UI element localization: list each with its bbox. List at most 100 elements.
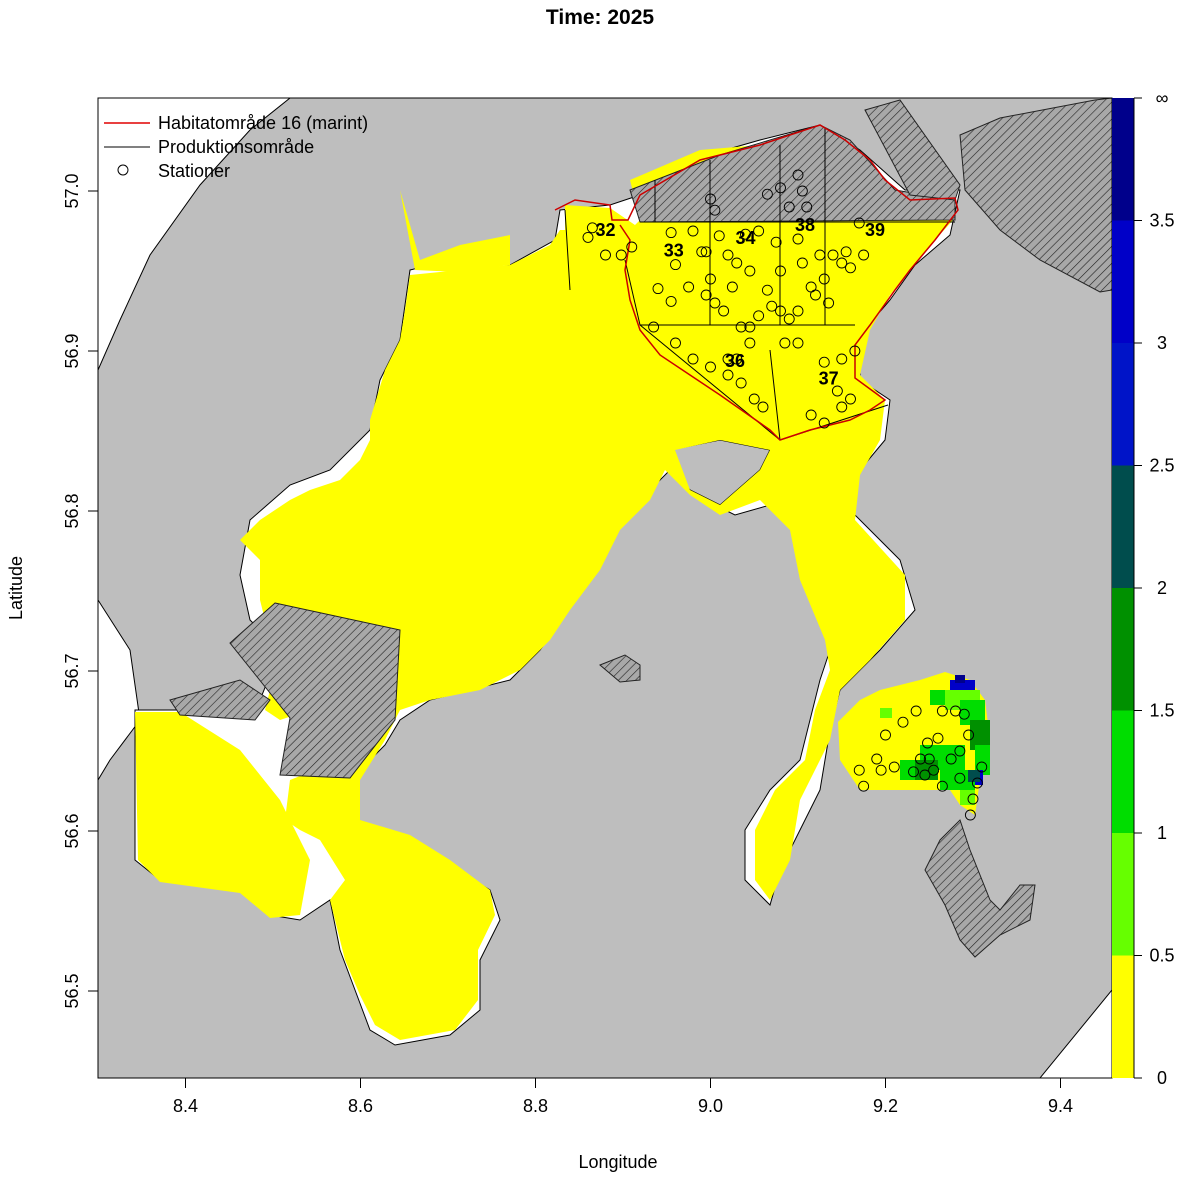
station-marker: [814, 249, 826, 261]
chart-title: Time: 2025: [546, 6, 654, 29]
station-marker: [836, 353, 848, 365]
colorbar-tick-label: 2.5: [1149, 456, 1174, 476]
station-marker: [709, 297, 721, 309]
station-marker: [726, 281, 738, 293]
colorbar-segment: [1112, 955, 1134, 1078]
colorbar-tick-label: 0.5: [1149, 946, 1174, 966]
legend-habitat-label: Habitatområde 16 (marint): [158, 113, 368, 133]
station-marker: [586, 222, 598, 234]
x-tick-label: 8.8: [523, 1096, 548, 1116]
station-marker: [722, 353, 734, 365]
station-marker: [967, 793, 979, 805]
station-marker: [875, 764, 887, 776]
station-marker: [792, 337, 804, 349]
station-marker: [796, 185, 808, 197]
x-axis: 8.4 8.6 8.8 9.0 9.2 9.4: [173, 1077, 1073, 1116]
station-marker: [770, 236, 782, 248]
station-marker: [853, 217, 865, 229]
x-tick-label: 9.0: [698, 1096, 723, 1116]
station-marker: [722, 369, 734, 381]
station-marker: [705, 273, 716, 285]
x-tick-label: 8.4: [173, 1096, 198, 1116]
west-sea-edge: [98, 599, 141, 781]
station-marker: [744, 265, 756, 277]
area-label: 39: [865, 220, 885, 240]
station-marker: [792, 233, 804, 245]
station-marker: [600, 249, 611, 261]
station-marker: [731, 353, 743, 365]
colorbar-tick-label: 0: [1157, 1068, 1167, 1088]
y-tick-label: 56.7: [62, 653, 82, 688]
station-marker: [897, 716, 909, 728]
station-marker: [831, 385, 843, 397]
colorbar-segment: [1112, 710, 1134, 833]
legend: Habitatområde 16 (marint) Produktionsomr…: [104, 113, 368, 181]
station-marker: [792, 169, 804, 181]
station-marker: [709, 204, 721, 216]
station-marker: [783, 201, 795, 213]
station-marker: [827, 249, 839, 261]
station-marker: [744, 321, 756, 333]
station-marker: [845, 262, 856, 274]
x-tick-label: 8.6: [348, 1096, 373, 1116]
station-marker: [796, 257, 808, 269]
station-marker: [652, 283, 664, 295]
station-marker: [932, 732, 944, 744]
station-marker: [705, 361, 716, 373]
colorbar-tick-label: 3.5: [1149, 211, 1174, 231]
station-marker: [700, 289, 712, 301]
station-marker: [700, 246, 712, 258]
station-marker: [945, 753, 957, 765]
station-marker: [687, 225, 699, 237]
colorbar-tick-label: 1.5: [1149, 701, 1174, 721]
y-tick-label: 56.6: [62, 813, 82, 848]
station-marker: [766, 300, 778, 312]
hatched-production-areas: [169, 98, 1112, 958]
station-marker: [731, 257, 743, 269]
north-sea: [98, 98, 291, 371]
station-marker: [761, 284, 773, 296]
y-tick-label: 56.9: [62, 333, 82, 368]
y-tick-label: 56.8: [62, 493, 82, 528]
area-label: 36: [725, 351, 745, 371]
station-marker: [908, 766, 919, 778]
station-marker: [964, 809, 976, 821]
station-marker: [836, 401, 848, 413]
colorbar-tick-label: 3: [1157, 333, 1167, 353]
x-axis-label: Longitude: [578, 1152, 657, 1172]
station-marker: [936, 780, 948, 792]
station-marker: [818, 417, 830, 429]
colorbar-tick-label: ∞: [1156, 88, 1169, 108]
station-marker: [753, 225, 765, 237]
station-marker: [801, 201, 813, 213]
station-marker: [783, 313, 795, 325]
station-marker: [880, 729, 891, 741]
station-marker: [718, 305, 730, 317]
station-marker: [963, 729, 975, 741]
station-marker: [761, 188, 773, 200]
station-marker: [928, 764, 940, 776]
station-marker: [683, 281, 695, 293]
station-marker: [670, 337, 681, 349]
y-axis-label: Latitude: [6, 556, 26, 620]
station-marker: [753, 310, 765, 322]
station-marker: [670, 259, 681, 271]
station-marker: [858, 780, 870, 792]
map-area: [98, 98, 1112, 1078]
station-marker: [775, 305, 786, 317]
station-marker: [748, 393, 760, 405]
station-marker: [818, 273, 830, 285]
colorbar-segment: [1112, 833, 1134, 956]
colorbar-segment: [1112, 465, 1134, 588]
station-marker: [845, 393, 856, 405]
station-marker: [687, 353, 699, 365]
station-marker: [775, 182, 786, 194]
station-marker: [871, 753, 883, 765]
y-axis: 56.5 56.6 56.7 56.8 56.9 57.0: [62, 173, 99, 1009]
station-marker: [810, 289, 821, 301]
station-marker: [615, 249, 627, 261]
station-marker: [971, 777, 983, 789]
station-marker: [740, 228, 751, 240]
area-label: 33: [664, 241, 684, 261]
